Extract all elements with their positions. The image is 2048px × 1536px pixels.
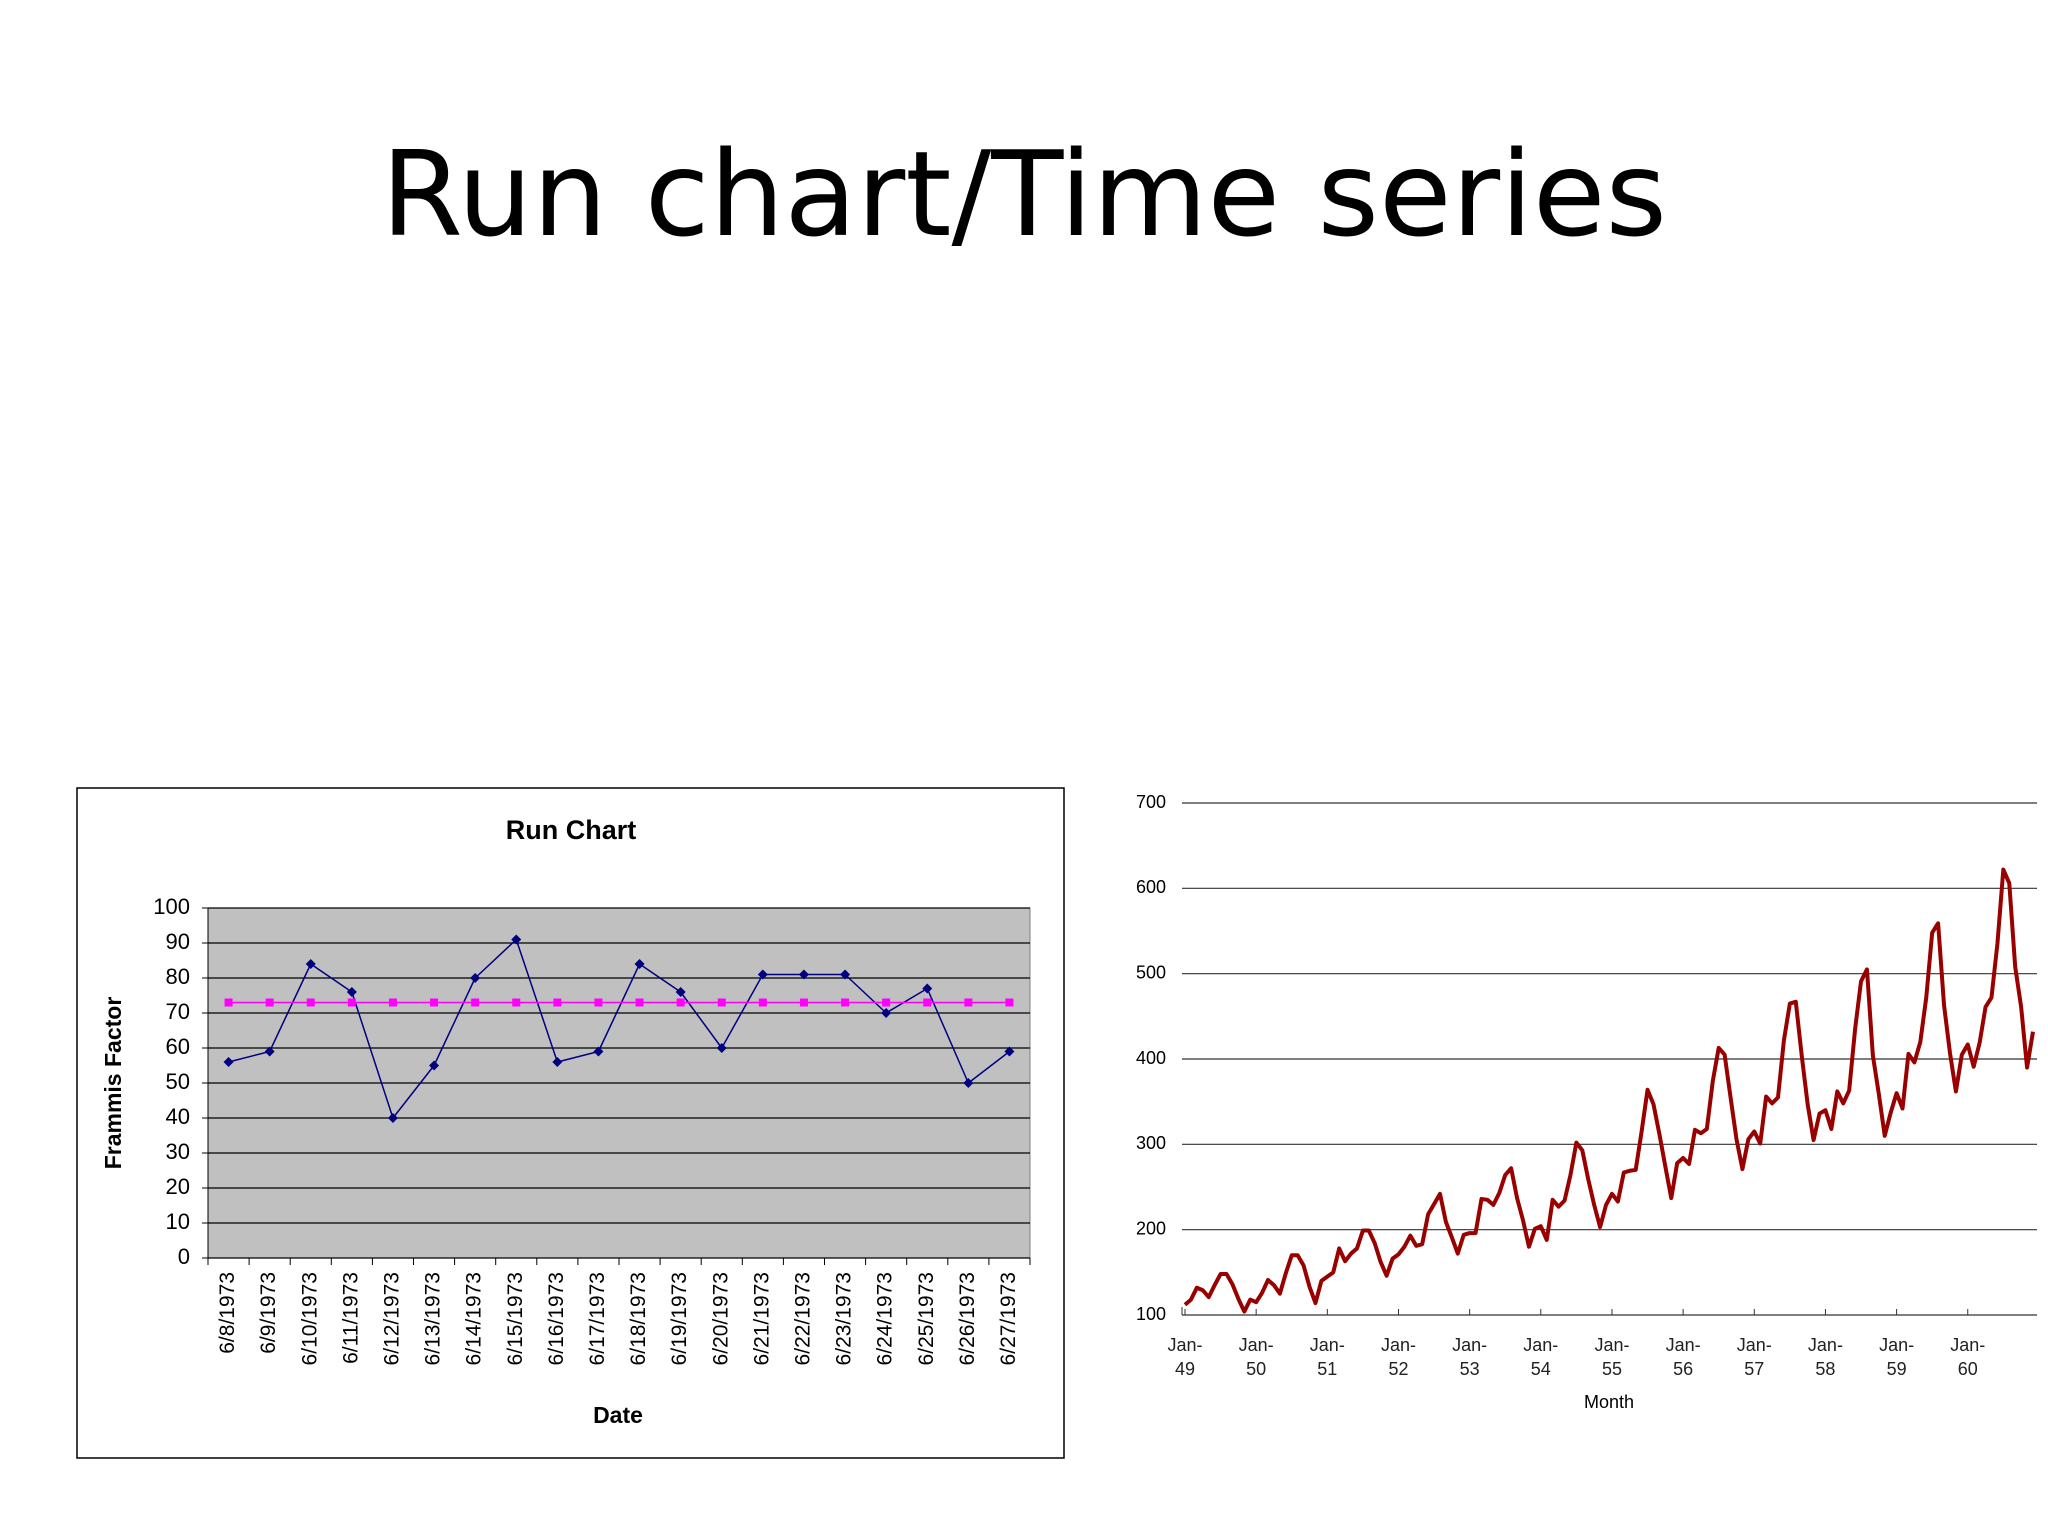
- x-tick-label: 6/23/1973: [833, 1272, 856, 1365]
- point: [757, 969, 768, 980]
- point: [841, 998, 850, 1007]
- point: [347, 998, 356, 1007]
- x-tick-label: 6/15/1973: [504, 1272, 527, 1365]
- point: [716, 1043, 727, 1053]
- point: [429, 1060, 440, 1071]
- point: [1004, 1046, 1015, 1057]
- x-axis-label: Month: [1584, 1392, 1634, 1412]
- y-tick-label: 100: [1136, 1304, 1166, 1324]
- x-tick-label: 6/13/1973: [422, 1272, 445, 1365]
- x-tick-label: 6/22/1973: [791, 1272, 814, 1365]
- point: [798, 969, 809, 980]
- point: [1005, 998, 1014, 1007]
- point: [594, 998, 603, 1007]
- point: [882, 998, 891, 1007]
- y-tick-label: 20: [166, 1174, 190, 1199]
- x-tick-label: 6/27/1973: [997, 1272, 1020, 1365]
- point: [264, 1046, 275, 1057]
- x-tick-label: Jan-56: [1665, 1335, 1701, 1379]
- point: [223, 1057, 234, 1067]
- x-tick-label: Jan-50: [1238, 1335, 1274, 1379]
- point: [265, 998, 274, 1007]
- point: [634, 959, 645, 969]
- y-tick-label: 10: [166, 1209, 190, 1234]
- x-tick-label: 6/24/1973: [874, 1272, 897, 1365]
- point: [964, 998, 973, 1007]
- x-tick-label: 6/12/1973: [380, 1272, 403, 1365]
- point: [758, 998, 767, 1007]
- chart-title: Run Chart: [506, 815, 637, 845]
- y-tick-label: 0: [178, 1244, 190, 1269]
- y-tick-label: 40: [166, 1104, 190, 1129]
- point: [224, 998, 233, 1007]
- x-tick-label: 6/26/1973: [956, 1272, 979, 1365]
- x-tick-label: 6/8/1973: [216, 1272, 239, 1354]
- point: [306, 998, 315, 1007]
- slide-title: Run chart/Time series: [381, 125, 1667, 263]
- x-tick-label: 6/16/1973: [545, 1272, 568, 1365]
- point: [553, 998, 562, 1007]
- point: [346, 987, 357, 997]
- series-line: [228, 938, 1010, 1119]
- x-tick-label: Jan-59: [1879, 1335, 1915, 1379]
- point: [799, 998, 808, 1007]
- point: [511, 934, 522, 945]
- x-tick-label: Jan-51: [1309, 1335, 1345, 1379]
- y-tick-label: 100: [153, 894, 190, 919]
- point: [430, 998, 439, 1007]
- point: [676, 998, 685, 1007]
- point: [840, 969, 851, 980]
- y-tick-label: 400: [1136, 1048, 1166, 1068]
- y-tick-label: 90: [166, 929, 190, 954]
- point: [388, 998, 397, 1007]
- x-tick-label: Jan-60: [1950, 1335, 1986, 1379]
- point: [470, 973, 481, 983]
- point: [387, 1113, 398, 1123]
- x-tick-label: 6/18/1973: [627, 1272, 650, 1365]
- point: [593, 1046, 604, 1057]
- x-tick-label: Jan-54: [1523, 1335, 1559, 1379]
- point: [963, 1078, 974, 1088]
- point: [922, 983, 933, 994]
- x-tick-label: Jan-49: [1167, 1335, 1203, 1379]
- x-tick-label: 6/14/1973: [463, 1272, 486, 1365]
- y-tick-label: 700: [1136, 792, 1166, 812]
- y-axis-label: Frammis Factor: [100, 997, 126, 1170]
- x-tick-label: Jan-58: [1807, 1335, 1843, 1379]
- point: [552, 1057, 563, 1067]
- point: [635, 998, 644, 1007]
- y-tick-label: 30: [166, 1139, 190, 1164]
- x-tick-label: 6/21/1973: [750, 1272, 773, 1365]
- x-tick-label: 6/17/1973: [586, 1272, 609, 1365]
- y-tick-label: 200: [1136, 1218, 1166, 1238]
- x-tick-label: 6/9/1973: [257, 1272, 280, 1354]
- y-tick-label: 80: [166, 964, 190, 989]
- series-line: [1183, 867, 2035, 1314]
- point: [471, 998, 480, 1007]
- x-tick-label: 6/20/1973: [709, 1272, 732, 1365]
- x-tick-label: 6/11/1973: [339, 1272, 362, 1364]
- point: [305, 959, 316, 969]
- y-tick-label: 500: [1136, 962, 1166, 982]
- point: [881, 1008, 892, 1018]
- x-tick-label: Jan-52: [1380, 1335, 1416, 1379]
- x-tick-label: 6/10/1973: [298, 1272, 321, 1365]
- x-tick-label: 6/19/1973: [668, 1272, 691, 1365]
- point: [675, 987, 686, 997]
- y-tick-label: 600: [1136, 877, 1166, 897]
- y-tick-label: 300: [1136, 1133, 1166, 1153]
- point: [923, 998, 932, 1007]
- y-tick-label: 60: [166, 1034, 190, 1059]
- y-tick-label: 50: [166, 1069, 190, 1094]
- x-tick-label: Jan-53: [1452, 1335, 1488, 1379]
- x-tick-label: 6/25/1973: [915, 1272, 938, 1365]
- x-axis-label: Date: [593, 1402, 643, 1428]
- y-tick-label: 70: [166, 999, 190, 1024]
- x-tick-label: Jan-55: [1594, 1335, 1630, 1379]
- point: [512, 998, 521, 1007]
- point: [717, 998, 726, 1007]
- x-tick-label: Jan-57: [1736, 1335, 1772, 1379]
